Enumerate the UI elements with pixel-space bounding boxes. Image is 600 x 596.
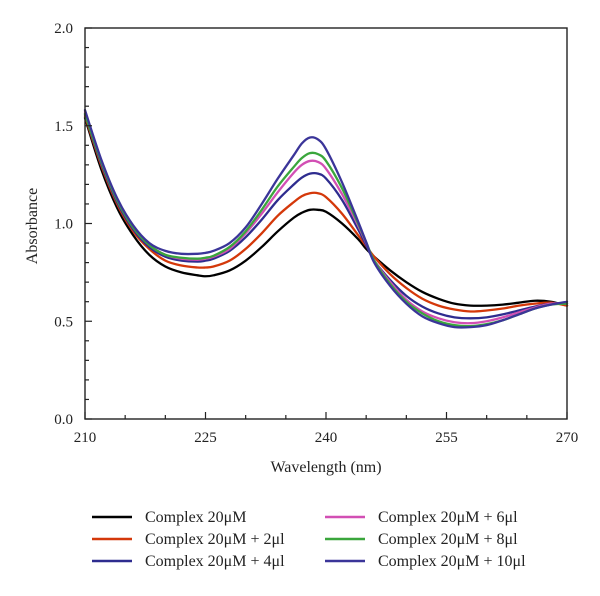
y-tick-label: 1.0 — [54, 217, 73, 233]
x-tick-label: 210 — [74, 430, 97, 446]
series-line-3 — [83, 112, 569, 320]
legend-label: Complex 20μM + 4μl — [145, 553, 285, 570]
x-tick-label: 225 — [194, 430, 217, 446]
x-axis-title: Wavelength (nm) — [270, 459, 381, 476]
y-tick-label: 0.0 — [54, 412, 73, 428]
y-tick-label: 2.0 — [54, 21, 73, 37]
x-tick-label: 270 — [556, 430, 579, 446]
series-line-5 — [83, 112, 569, 328]
legend-label: Complex 20μM + 2μl — [145, 531, 285, 548]
axes-layer: 210 225 240 255 270 0.0 0.5 1.0 1.5 2.0 — [54, 21, 578, 446]
series-layer — [83, 108, 569, 329]
legend-label: Complex 20μM + 6μl — [378, 509, 518, 526]
series-line-1 — [83, 116, 569, 307]
y-tick-label: 1.5 — [54, 119, 73, 135]
series-line-2 — [83, 114, 569, 313]
legend: Complex 20μM Complex 20μM + 2μl Complex 20… — [92, 509, 526, 570]
legend-label: Complex 20μM + 8μl — [378, 531, 518, 548]
series-line-6 — [83, 108, 569, 329]
legend-label: Complex 20μM — [145, 509, 246, 526]
x-tick-label: 240 — [315, 430, 338, 446]
y-axis-title: Absorbance — [24, 188, 41, 264]
series-line-4 — [83, 110, 569, 325]
x-tick-label: 255 — [435, 430, 458, 446]
plot-frame — [84, 27, 568, 420]
y-tick-label: 0.5 — [54, 314, 73, 330]
legend-label: Complex 20μM + 10μl — [378, 553, 526, 570]
